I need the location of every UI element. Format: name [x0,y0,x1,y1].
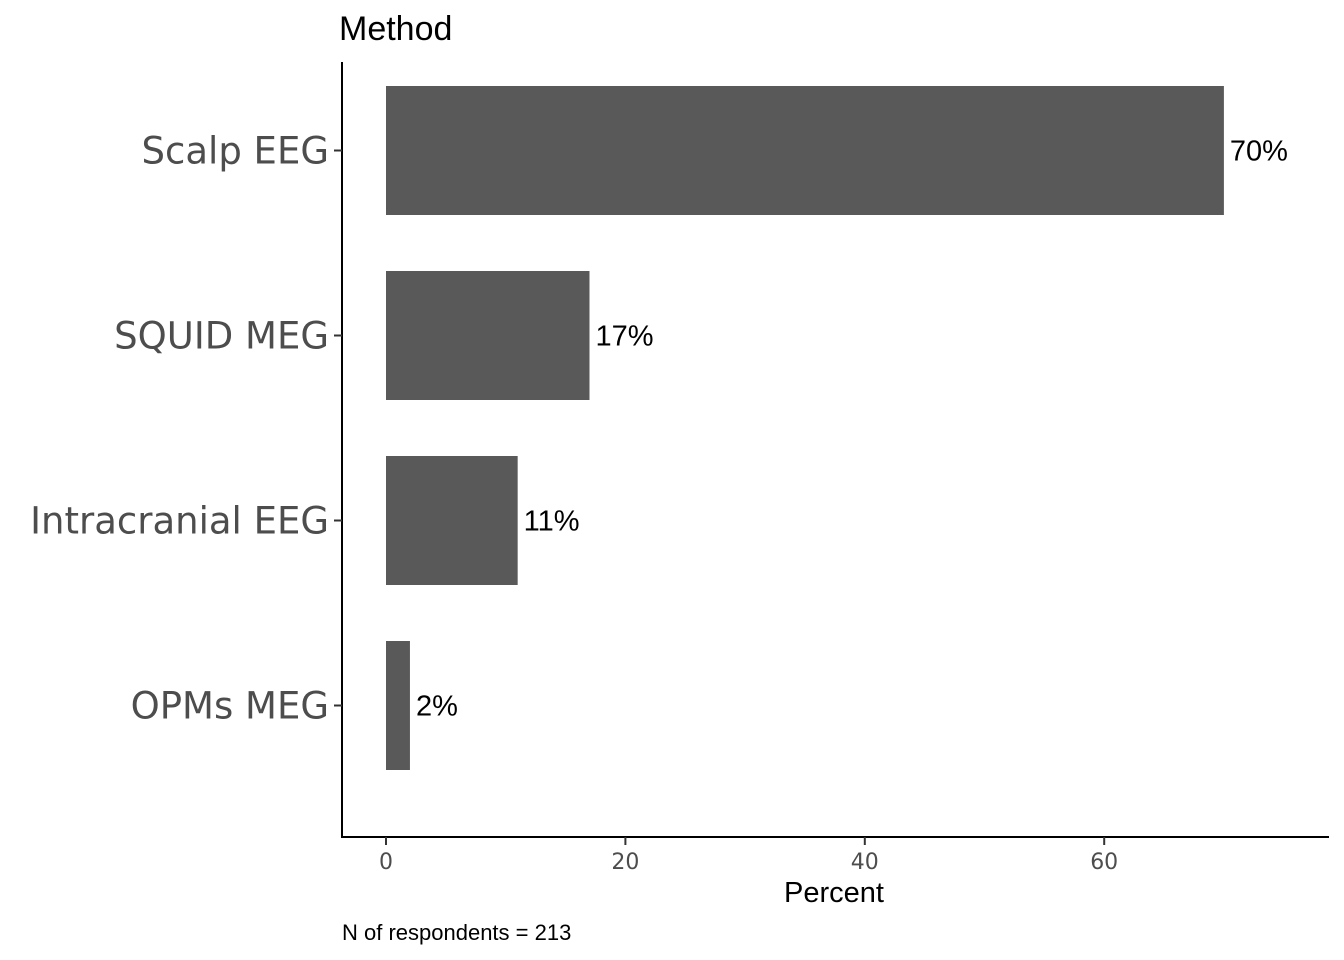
bar-squid-meg [386,271,590,400]
x-axis-title: Percent [784,877,884,909]
caption: N of respondents = 213 [342,920,571,945]
x-tick-label-40: 40 [851,850,879,875]
data-label-opms-meg: 2% [416,691,458,723]
x-tick-label-0: 0 [379,850,393,875]
bar-opms-meg [386,641,410,770]
x-ticks-group: 0 20 40 60 [379,837,1118,875]
bars-group [386,86,1224,770]
y-ticks-group: Scalp EEG SQUID MEG Intracranial EEG OPMs M… [30,130,342,728]
y-tick-label-squid-meg: SQUID MEG [114,315,329,358]
x-tick-label-60: 60 [1090,850,1118,875]
bar-scalp-eeg [386,86,1224,215]
data-label-squid-meg: 17% [595,321,653,353]
data-labels-group: 70% 17% 11% 2% [416,136,1288,723]
data-label-scalp-eeg: 70% [1230,136,1288,168]
chart-title: Method [339,10,452,48]
data-label-intracranial-eeg: 11% [524,506,580,538]
y-tick-label-scalp-eeg: Scalp EEG [142,130,329,173]
x-tick-label-20: 20 [611,850,639,875]
y-tick-label-intracranial-eeg: Intracranial EEG [30,500,329,543]
y-tick-label-opms-meg: OPMs MEG [131,685,329,728]
bar-intracranial-eeg [386,456,518,585]
